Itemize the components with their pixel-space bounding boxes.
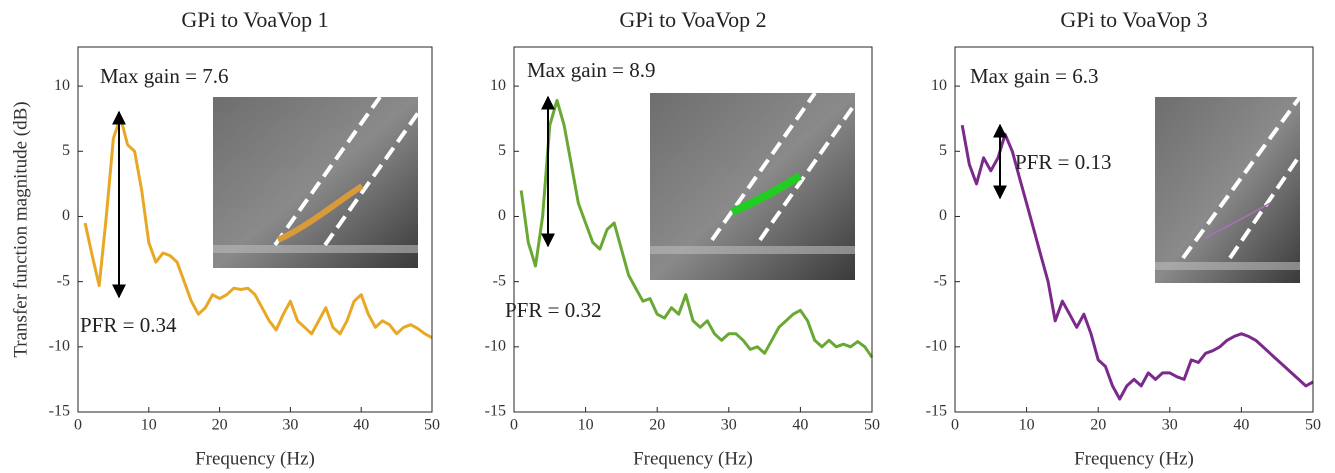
y-tick-label: 0: [498, 207, 506, 224]
y-tick-label: 5: [62, 142, 70, 159]
y-tick-label: -10: [926, 337, 947, 354]
x-tick-label: 40: [792, 417, 808, 434]
y-tick-label: -5: [57, 272, 70, 289]
x-tick-label: 40: [1233, 417, 1249, 434]
y-tick-label: -15: [485, 403, 506, 420]
y-tick-label: 5: [939, 142, 947, 159]
y-tick-label: 0: [62, 207, 70, 224]
x-axis-label: Frequency (Hz): [633, 448, 753, 469]
annotation: Max gain = 7.6: [100, 64, 229, 88]
x-axis-label: Frequency (Hz): [1074, 448, 1194, 469]
x-tick-label: 20: [212, 417, 228, 434]
inset-image: [213, 95, 420, 268]
y-tick-label: 0: [939, 207, 947, 224]
y-tick-label: 10: [490, 77, 506, 94]
chart-title: GPi to VoaVop 3: [1060, 7, 1207, 32]
x-tick-label: 10: [141, 417, 157, 434]
inset-image: [1155, 95, 1302, 283]
chart-title: GPi to VoaVop 1: [181, 7, 328, 32]
x-tick-label: 0: [74, 417, 82, 434]
annotation: PFR = 0.32: [505, 298, 601, 322]
y-tick-label: -5: [934, 272, 947, 289]
x-tick-label: 50: [864, 417, 880, 434]
y-tick-label: -10: [485, 337, 506, 354]
y-axis-label: Transfer function magnitude (dB): [10, 101, 31, 357]
x-tick-label: 40: [353, 417, 369, 434]
data-line: [519, 98, 874, 359]
y-tick-label: 10: [931, 77, 947, 94]
annotation: Max gain = 6.3: [970, 64, 1099, 88]
x-tick-label: 0: [951, 417, 959, 434]
x-tick-label: 10: [1019, 417, 1035, 434]
x-tick-label: 20: [649, 417, 665, 434]
y-tick-label: -15: [926, 403, 947, 420]
subplot: 0 10 20 30 40 50 -15 -10 -5 0 5 10 GPi to VoaVop 1 Fr…: [10, 7, 440, 469]
x-tick-label: 30: [1162, 417, 1178, 434]
subplot: 0 10 20 30 40 50 -15 -10 -5 0 5 10 GPi to VoaVop 3 Fr…: [926, 7, 1321, 469]
x-tick-label: 50: [1305, 417, 1321, 434]
x-axis-label: Frequency (Hz): [195, 448, 315, 469]
x-tick-label: 30: [282, 417, 298, 434]
axes-box: [513, 46, 873, 413]
x-tick-label: 30: [721, 417, 737, 434]
data-line: [83, 115, 433, 340]
x-tick-label: 0: [510, 417, 518, 434]
chart-title: GPi to VoaVop 2: [619, 7, 766, 32]
annotation: PFR = 0.34: [80, 313, 177, 337]
annotation: PFR = 0.13: [1015, 150, 1111, 174]
x-tick-label: 10: [578, 417, 594, 434]
x-tick-label: 20: [1090, 417, 1106, 434]
inset-image: [650, 91, 857, 280]
data-line: [960, 124, 1314, 401]
subplot: 0 10 20 30 40 50 -15 -10 -5 0 5 10 GPi to VoaVop 2 Fr…: [485, 7, 880, 469]
axes-box: [954, 46, 1314, 413]
annotation: Max gain = 8.9: [527, 58, 656, 82]
y-tick-label: 10: [54, 77, 70, 94]
y-tick-label: 5: [498, 142, 506, 159]
y-tick-label: -15: [49, 403, 70, 420]
y-tick-label: -5: [493, 272, 506, 289]
x-tick-label: 50: [424, 417, 440, 434]
y-tick-label: -10: [49, 337, 70, 354]
axes-box: [77, 46, 433, 413]
